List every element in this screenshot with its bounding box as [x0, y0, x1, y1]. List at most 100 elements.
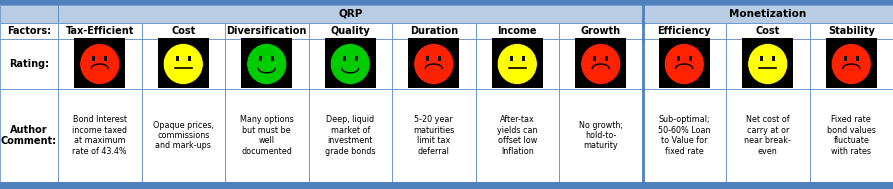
Bar — [188, 56, 190, 61]
Bar — [392, 23, 475, 39]
Text: Diversification: Diversification — [227, 26, 307, 36]
Text: Efficiency: Efficiency — [657, 26, 711, 36]
Bar — [575, 38, 626, 88]
Bar — [308, 39, 392, 89]
Bar — [809, 89, 893, 182]
Bar — [726, 23, 809, 39]
Bar — [475, 23, 559, 39]
Text: Sub-optimal;
50-60% Loan
to Value for
fixed rate: Sub-optimal; 50-60% Loan to Value for fi… — [658, 115, 711, 156]
Bar — [522, 56, 524, 61]
Bar — [427, 56, 429, 61]
Ellipse shape — [246, 43, 287, 84]
Text: Factors:: Factors: — [7, 26, 51, 36]
Text: Growth: Growth — [580, 26, 621, 36]
Text: Fixed rate
bond values
fluctuate
with rates: Fixed rate bond values fluctuate with ra… — [827, 115, 876, 156]
Bar — [642, 39, 726, 89]
Bar — [809, 23, 893, 39]
Bar — [559, 39, 642, 89]
Bar — [260, 56, 262, 61]
Bar — [58, 23, 141, 39]
Bar — [772, 56, 775, 61]
Bar — [355, 56, 357, 61]
Text: Cost: Cost — [171, 26, 196, 36]
Ellipse shape — [580, 43, 621, 84]
Text: Quality: Quality — [330, 26, 370, 36]
Text: 5-20 year
maturities
limit tax
deferral: 5-20 year maturities limit tax deferral — [413, 115, 455, 156]
Bar — [0, 182, 893, 189]
Bar — [510, 56, 513, 61]
Bar — [58, 89, 141, 182]
Bar — [689, 56, 691, 61]
Bar — [0, 5, 58, 23]
Bar — [642, 23, 726, 39]
Ellipse shape — [664, 43, 705, 84]
Ellipse shape — [413, 43, 454, 84]
Bar — [594, 56, 596, 61]
Text: Net cost of
carry at or
near break-
even: Net cost of carry at or near break- even — [744, 115, 791, 156]
Ellipse shape — [163, 43, 204, 84]
Bar — [308, 23, 392, 39]
Bar — [176, 56, 179, 61]
Bar — [742, 38, 793, 88]
Bar — [475, 89, 559, 182]
Bar — [241, 38, 292, 88]
Bar — [158, 38, 209, 88]
Text: Cost: Cost — [755, 26, 780, 36]
Bar — [726, 89, 809, 182]
Bar — [659, 38, 710, 88]
Bar — [93, 56, 95, 61]
Bar — [856, 56, 858, 61]
Ellipse shape — [497, 43, 538, 84]
Bar — [141, 23, 225, 39]
Text: After-tax
yields can
offset low
Inflation: After-tax yields can offset low Inflatio… — [497, 115, 538, 156]
Bar — [343, 56, 346, 61]
Bar — [141, 39, 225, 89]
Text: Author
Comment:: Author Comment: — [1, 125, 57, 146]
Bar — [392, 89, 475, 182]
Ellipse shape — [79, 43, 120, 84]
Bar — [0, 23, 58, 39]
Bar — [0, 39, 58, 89]
Text: Tax-Efficient: Tax-Efficient — [65, 26, 134, 36]
Bar — [225, 89, 308, 182]
Text: No growth;
hold-to-
maturity: No growth; hold-to- maturity — [579, 121, 622, 150]
Text: Stability: Stability — [828, 26, 874, 36]
Bar — [271, 56, 274, 61]
Bar — [726, 39, 809, 89]
Bar — [826, 38, 877, 88]
Ellipse shape — [831, 43, 872, 84]
Bar — [761, 56, 763, 61]
Text: QRP: QRP — [338, 9, 363, 19]
Text: Duration: Duration — [410, 26, 458, 36]
Bar — [677, 56, 680, 61]
Bar — [438, 56, 441, 61]
Text: Monetization: Monetization — [729, 9, 806, 19]
Bar — [325, 38, 376, 88]
Bar — [0, 0, 893, 5]
Bar — [559, 89, 642, 182]
Bar — [605, 56, 608, 61]
Bar — [58, 5, 642, 23]
Text: Many options
but must be
well
documented: Many options but must be well documented — [240, 115, 294, 156]
Bar — [74, 38, 125, 88]
Bar — [559, 23, 642, 39]
Bar — [492, 38, 543, 88]
Bar — [392, 39, 475, 89]
Text: Bond Interest
income taxed
at maximum
rate of 43.4%: Bond Interest income taxed at maximum ra… — [72, 115, 127, 156]
Bar — [809, 39, 893, 89]
Bar — [0, 89, 58, 182]
Bar — [642, 5, 893, 23]
Bar — [475, 39, 559, 89]
Bar — [642, 89, 726, 182]
Text: Deep, liquid
market of
investment
grade bonds: Deep, liquid market of investment grade … — [325, 115, 375, 156]
Bar — [225, 23, 308, 39]
Bar — [408, 38, 459, 88]
Bar — [141, 89, 225, 182]
Bar — [308, 89, 392, 182]
Bar — [225, 39, 308, 89]
Text: Rating:: Rating: — [9, 59, 49, 69]
Bar — [58, 39, 141, 89]
Bar — [844, 56, 847, 61]
Text: Opaque prices,
commissions
and mark-ups: Opaque prices, commissions and mark-ups — [153, 121, 213, 150]
Text: Income: Income — [497, 26, 537, 36]
